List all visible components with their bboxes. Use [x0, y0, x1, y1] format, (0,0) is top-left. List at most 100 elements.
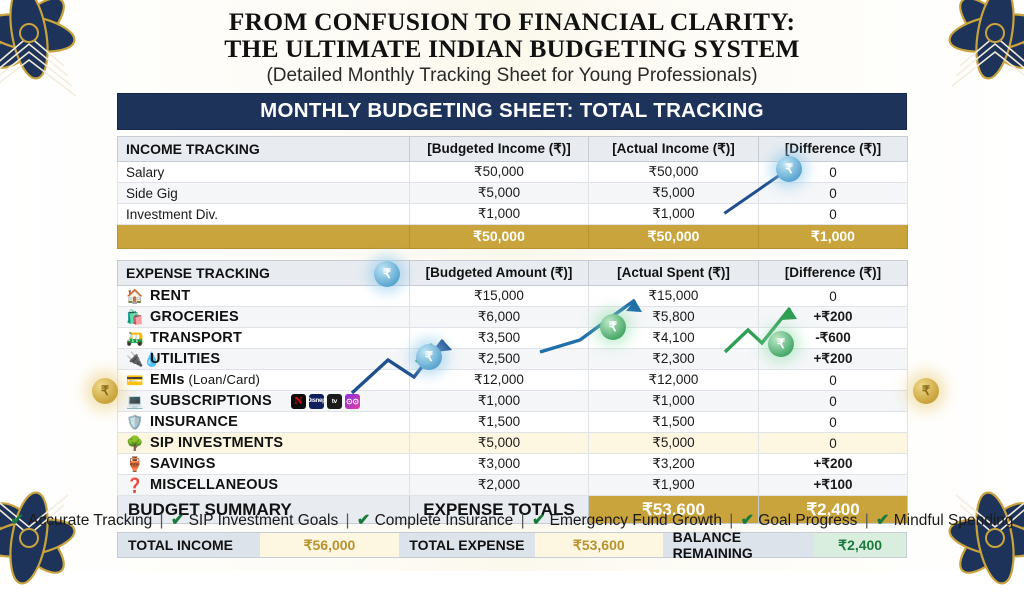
expense-actual-total: ₹53,600	[588, 495, 759, 524]
infographic-canvas: FROM CONFUSION TO FINANCIAL CLARITY: THE…	[0, 0, 1024, 585]
checklist-item-label: Goal Progress	[754, 512, 858, 529]
table-row: 💻 SUBSCRIPTIONS N Dısnep tv ⊙⊙ ₹1,000 ₹1,000 0	[117, 390, 908, 412]
income-actual-value: ₹50,000	[588, 161, 759, 183]
expense-header-row: EXPENSE TRACKING [Budgeted Amount (₹)] [Ac…	[117, 260, 908, 286]
table-row: ❓ MISCELLANEOUS ₹2,000 ₹1,900 +₹100	[117, 474, 908, 496]
expense-category-name: RENT	[150, 288, 191, 304]
rupee-coin-badge-right: ₹	[913, 378, 939, 404]
checklist-separator: |	[341, 512, 354, 529]
expense-difference-value: 0	[758, 390, 908, 412]
income-difference-value: 0	[758, 182, 908, 204]
expense-budget-value: ₹12,000	[409, 369, 589, 391]
expense-budget-value: ₹3,500	[409, 327, 589, 349]
checklist-item-label: Accurate Tracking	[23, 512, 153, 529]
expense-category-name: GROCERIES	[150, 309, 239, 325]
income-total-budget: ₹50,000	[409, 224, 589, 249]
total-income-label: TOTAL INCOME	[118, 533, 260, 557]
income-total-actual: ₹50,000	[588, 224, 759, 249]
expense-actual-value: ₹5,000	[588, 432, 759, 454]
expense-actual-value: ₹1,500	[588, 411, 759, 433]
checklist-separator: |	[724, 512, 738, 529]
expense-header-cell: [Difference (₹)]	[758, 260, 908, 286]
expense-difference-value: 0	[758, 432, 908, 454]
expense-actual-value: ₹15,000	[588, 285, 759, 307]
expense-difference-value: 0	[758, 411, 908, 433]
expense-header-cell: EXPENSE TRACKING	[117, 260, 410, 286]
expense-category-name: SIP INVESTMENTS	[150, 435, 284, 451]
income-header-cell: INCOME TRACKING	[117, 136, 410, 162]
expense-category-cell: 🛍️ GROCERIES	[117, 306, 410, 328]
income-budget-value: ₹50,000	[409, 161, 589, 183]
expense-actual-value: ₹4,100	[588, 327, 759, 349]
corner-ornament-bottom-right	[920, 463, 1024, 613]
expense-difference-value: -₹600	[758, 327, 908, 349]
table-row: Investment Div. ₹1,000 ₹1,000 0	[117, 203, 908, 225]
checklist-separator: |	[860, 512, 874, 529]
expense-category-cell: 🛺 TRANSPORT	[117, 327, 410, 349]
expense-category-icon: 🏺	[126, 456, 144, 472]
checklist-item-label: Emergency Fund Growth	[545, 512, 722, 529]
page-subtitle: (Detailed Monthly Tracking Sheet for You…	[266, 65, 758, 86]
expense-category-cell: 💻 SUBSCRIPTIONS N Dısnep tv ⊙⊙	[117, 390, 410, 412]
checklist-item-label: Mindful Spending	[889, 512, 1014, 529]
expense-table: EXPENSE TRACKING [Budgeted Amount (₹)] [Ac…	[117, 260, 908, 524]
table-row: 🔌💧 UTILITIES ₹2,500 ₹2,300 +₹200	[117, 348, 908, 370]
table-row: 🏺 SAVINGS ₹3,000 ₹3,200 +₹200	[117, 453, 908, 475]
page-title-line1: FROM CONFUSION TO FINANCIAL CLARITY:	[228, 7, 796, 36]
check-icon: ✔	[740, 512, 754, 529]
logo-hs-icon: ⊙⊙	[344, 393, 360, 409]
table-row: 🌳 SIP INVESTMENTS ₹5,000 ₹5,000 0	[117, 432, 908, 454]
expense-category-icon: 🛡️	[126, 414, 144, 430]
expense-budget-value: ₹6,000	[409, 306, 589, 328]
logo-n-icon: N	[290, 393, 306, 409]
table-row: Salary ₹50,000 ₹50,000 0	[117, 161, 908, 183]
checklist-item-label: SIP Investment Goals	[184, 512, 339, 529]
expense-category-name: INSURANCE	[150, 414, 238, 430]
budget-sheet: MONTHLY BUDGETING SHEET: TOTAL TRACKING …	[117, 93, 908, 561]
expense-category-name: EMIs (Loan/Card)	[150, 372, 261, 388]
expense-category-icon: 🛍️	[126, 309, 144, 325]
header-titles: FROM CONFUSION TO FINANCIAL CLARITY: THE…	[0, 8, 1024, 89]
expense-actual-value: ₹5,800	[588, 306, 759, 328]
income-table: INCOME TRACKING [Budgeted Income (₹)] [Act…	[117, 136, 908, 249]
expense-actual-value: ₹2,300	[588, 348, 759, 370]
logo-tv-icon: tv	[326, 393, 342, 409]
income-header-row: INCOME TRACKING [Budgeted Income (₹)] [Act…	[117, 136, 908, 162]
expense-budget-value: ₹1,500	[409, 411, 589, 433]
expense-actual-value: ₹1,000	[588, 390, 759, 412]
expense-budget-value: ₹1,000	[409, 390, 589, 412]
balance-remaining-label: BALANCE REMAINING	[662, 529, 815, 561]
income-difference-value: 0	[758, 161, 908, 183]
expense-category-icon: 💳	[126, 372, 144, 388]
check-icon: ✔	[170, 512, 185, 529]
expense-header-cell: [Budgeted Amount (₹)]	[409, 260, 589, 286]
income-total-row: ₹50,000 ₹50,000 ₹1,000	[117, 224, 908, 249]
expense-difference-value: +₹200	[758, 348, 908, 370]
checklist-separator: |	[155, 512, 168, 529]
expense-category-cell: 🔌💧 UTILITIES	[117, 348, 410, 370]
expense-category-name: TRANSPORT	[150, 330, 243, 346]
expense-budget-value: ₹3,000	[409, 453, 589, 475]
income-source-name: Investment Div.	[117, 203, 410, 225]
expense-category-name: SUBSCRIPTIONS	[150, 393, 272, 409]
expense-header-cell: [Actual Spent (₹)]	[588, 260, 759, 286]
expense-category-icon: 💻	[126, 393, 144, 409]
expense-difference-value: 0	[758, 285, 908, 307]
rupee-coin-badge-left: ₹	[92, 378, 118, 404]
logo-disneyplus-icon: Dısnep	[307, 393, 326, 409]
totals-strip: TOTAL INCOME ₹56,000 TOTAL EXPENSE ₹53,6…	[117, 529, 907, 561]
expense-actual-value: ₹12,000	[588, 369, 759, 391]
expense-difference-value: +₹200	[758, 306, 908, 328]
expense-category-name: UTILITIES	[150, 351, 221, 367]
income-header-cell: [Budgeted Income (₹)]	[409, 136, 589, 162]
income-actual-value: ₹5,000	[588, 182, 759, 204]
budget-summary-label: BUDGET SUMMARY	[117, 495, 410, 524]
expense-category-icon: 🛺	[126, 330, 144, 346]
expense-actual-value: ₹3,200	[588, 453, 759, 475]
income-total-difference: ₹1,000	[758, 224, 908, 249]
expense-category-cell: ❓ MISCELLANEOUS	[117, 474, 410, 496]
checklist-item-label: Complete Insurance	[370, 512, 514, 529]
expense-budget-value: ₹5,000	[409, 432, 589, 454]
table-row: Side Gig ₹5,000 ₹5,000 0	[117, 182, 908, 204]
total-expense-label: TOTAL EXPENSE	[399, 533, 535, 557]
